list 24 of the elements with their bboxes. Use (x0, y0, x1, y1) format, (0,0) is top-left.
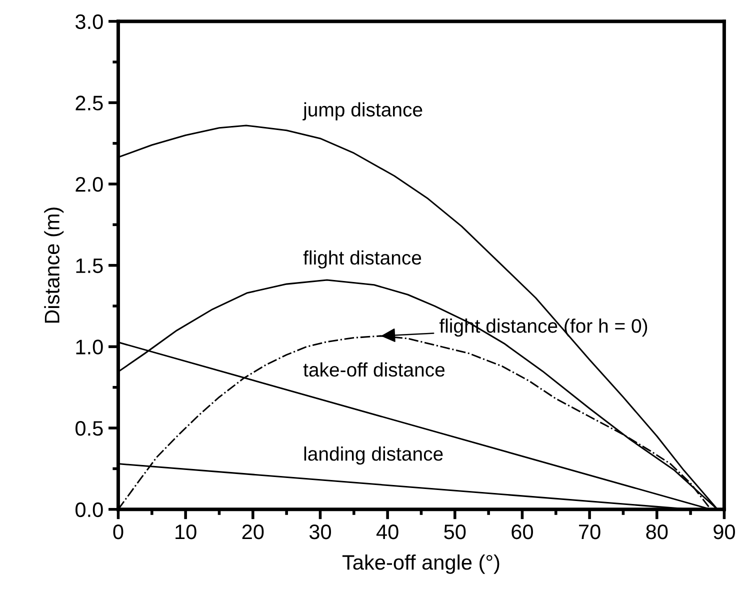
y-tick-label: 3.0 (75, 14, 103, 30)
y-tick-label: 2.5 (76, 96, 103, 110)
y-tick-label: 1.0 (76, 340, 103, 354)
y-tick-label: 0.0 (76, 502, 103, 518)
x-tick-label: 20 (242, 524, 264, 540)
series-label: landing distance (304, 446, 443, 465)
series-label: flight distance (303, 250, 422, 269)
x-tick-label: 50 (444, 524, 466, 540)
x-tick-label: 70 (579, 524, 600, 540)
x-tick-label: 60 (512, 524, 533, 540)
y-tick-label: 1.5 (76, 258, 103, 274)
x-tick-label: 10 (176, 524, 196, 540)
x-tick-label: 80 (646, 524, 668, 540)
annotation: flight distance (for h = 0) (439, 318, 648, 337)
x-tick-label: 90 (714, 524, 735, 540)
x-tick-label: 30 (309, 524, 332, 540)
legend-label: take-off distance (303, 362, 445, 377)
y-tick-label: 2.0 (76, 177, 103, 192)
series-label: jump distance (302, 102, 422, 120)
x-tick-label: 0 (113, 524, 124, 540)
y-axis-title: Distance (m) (44, 208, 64, 323)
y-tick-label: 0.5 (76, 421, 103, 436)
x-tick-label: 40 (376, 524, 398, 540)
x-axis-title: Take-off angle (°) (342, 554, 500, 574)
